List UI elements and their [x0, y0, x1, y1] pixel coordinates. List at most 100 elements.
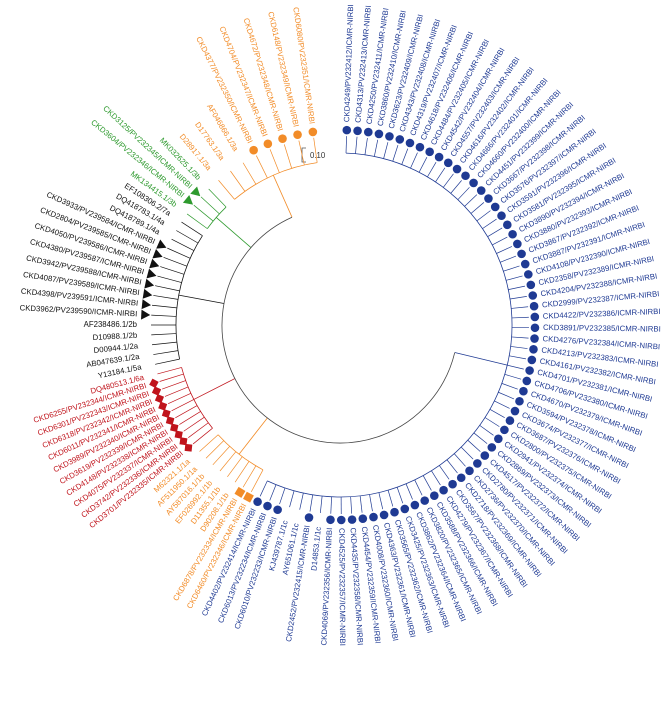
- branch: [239, 418, 267, 454]
- tip-branch: [500, 256, 516, 262]
- tip-marker: [406, 139, 415, 148]
- tip-marker: [264, 140, 273, 149]
- tip-branch: [209, 189, 226, 207]
- tip-marker: [439, 486, 448, 495]
- tip-marker: [411, 501, 420, 510]
- tip-branch: [284, 144, 291, 168]
- tip-marker: [396, 135, 405, 144]
- tip-marker: [491, 203, 500, 212]
- tip-marker: [326, 515, 335, 524]
- tip-marker: [469, 179, 478, 188]
- tip-branch: [219, 180, 235, 199]
- tip-marker: [152, 386, 161, 395]
- tip-branch: [153, 295, 178, 299]
- tip-branch: [511, 346, 528, 348]
- tip-marker: [508, 230, 517, 239]
- tip-marker: [234, 487, 245, 498]
- tip-branch: [351, 497, 352, 514]
- tip-marker: [144, 279, 155, 291]
- tip-marker: [380, 511, 389, 520]
- tip-marker: [243, 492, 254, 503]
- tip-marker: [183, 195, 196, 208]
- tip-marker: [253, 497, 262, 506]
- tip-branch: [492, 237, 507, 245]
- tip-branch: [379, 493, 383, 510]
- tip-marker: [477, 186, 486, 195]
- tip-marker: [400, 505, 409, 514]
- tip-marker: [175, 431, 183, 439]
- tip-branch: [490, 409, 505, 417]
- tip-branch: [243, 466, 256, 487]
- tip-branch: [260, 481, 267, 496]
- tip-marker: [149, 259, 161, 271]
- tip-marker: [484, 194, 493, 203]
- tip-marker: [531, 313, 540, 322]
- tip-branch: [431, 471, 440, 485]
- tip-branch: [511, 307, 528, 309]
- tip-branch: [510, 296, 527, 299]
- tip-marker: [141, 310, 151, 320]
- tip-marker: [385, 132, 394, 141]
- tip-marker: [453, 165, 462, 174]
- tip-marker: [390, 508, 399, 517]
- tip-branch: [461, 447, 473, 459]
- tip-branch: [152, 305, 177, 308]
- tip-marker: [521, 260, 530, 269]
- tip-marker: [435, 153, 444, 162]
- tip-marker: [523, 377, 532, 386]
- tip-branch: [160, 374, 184, 381]
- tip-branch: [494, 401, 509, 409]
- tip-marker: [162, 409, 171, 418]
- tip-marker: [364, 128, 373, 137]
- tip-branch: [443, 174, 453, 188]
- tip-branch: [427, 162, 436, 177]
- tip-branch: [157, 367, 181, 373]
- tip-branch: [505, 374, 521, 379]
- tip-marker: [425, 148, 434, 157]
- tip-branch: [485, 417, 499, 426]
- tip-branch: [256, 156, 267, 178]
- tip-marker: [375, 130, 384, 139]
- tip-branch: [157, 276, 181, 282]
- tip-branch: [151, 315, 176, 316]
- scale-bar-line: [302, 148, 306, 162]
- tip-branch: [188, 423, 208, 438]
- tip-branch: [384, 142, 388, 158]
- tip-branch: [435, 168, 444, 182]
- tip-marker: [511, 407, 520, 416]
- tip-branch: [251, 470, 263, 492]
- tip-marker: [146, 269, 157, 281]
- tip-branch: [290, 491, 295, 507]
- clade: Y13184.1/5aAB047639.1/2aD00944.1/2aD1098…: [19, 181, 224, 380]
- branch: [179, 295, 224, 303]
- tip-branch: [300, 493, 304, 510]
- tip-branch: [451, 180, 462, 193]
- tip-branch: [507, 365, 524, 369]
- tip-branch: [181, 222, 202, 236]
- tip-marker: [481, 451, 490, 460]
- branch: [194, 379, 235, 400]
- scale-bar: 0.10: [302, 148, 326, 162]
- tip-branch: [423, 476, 431, 491]
- tip-marker: [513, 240, 522, 249]
- tip-marker: [149, 379, 158, 388]
- tip-branch: [508, 286, 525, 289]
- tip-branch: [184, 417, 205, 431]
- tip-branch: [512, 337, 529, 338]
- tip-branch: [419, 157, 427, 172]
- tip-branch: [439, 465, 449, 479]
- branch: [455, 353, 508, 366]
- tip-branch: [235, 461, 249, 482]
- tip-branch: [168, 393, 191, 403]
- tip-marker: [430, 491, 439, 500]
- tip-branch: [320, 496, 322, 513]
- tip-branch: [512, 317, 529, 318]
- tip-marker: [369, 513, 378, 522]
- tip-marker: [416, 143, 425, 152]
- tip-label: CKD3891/PV232385/ICMR-NIRBI: [543, 323, 661, 334]
- tip-branch: [243, 163, 256, 184]
- branch: [216, 217, 251, 247]
- tip-branch: [402, 149, 408, 165]
- tip-branch: [151, 334, 176, 335]
- tip-marker: [343, 126, 352, 135]
